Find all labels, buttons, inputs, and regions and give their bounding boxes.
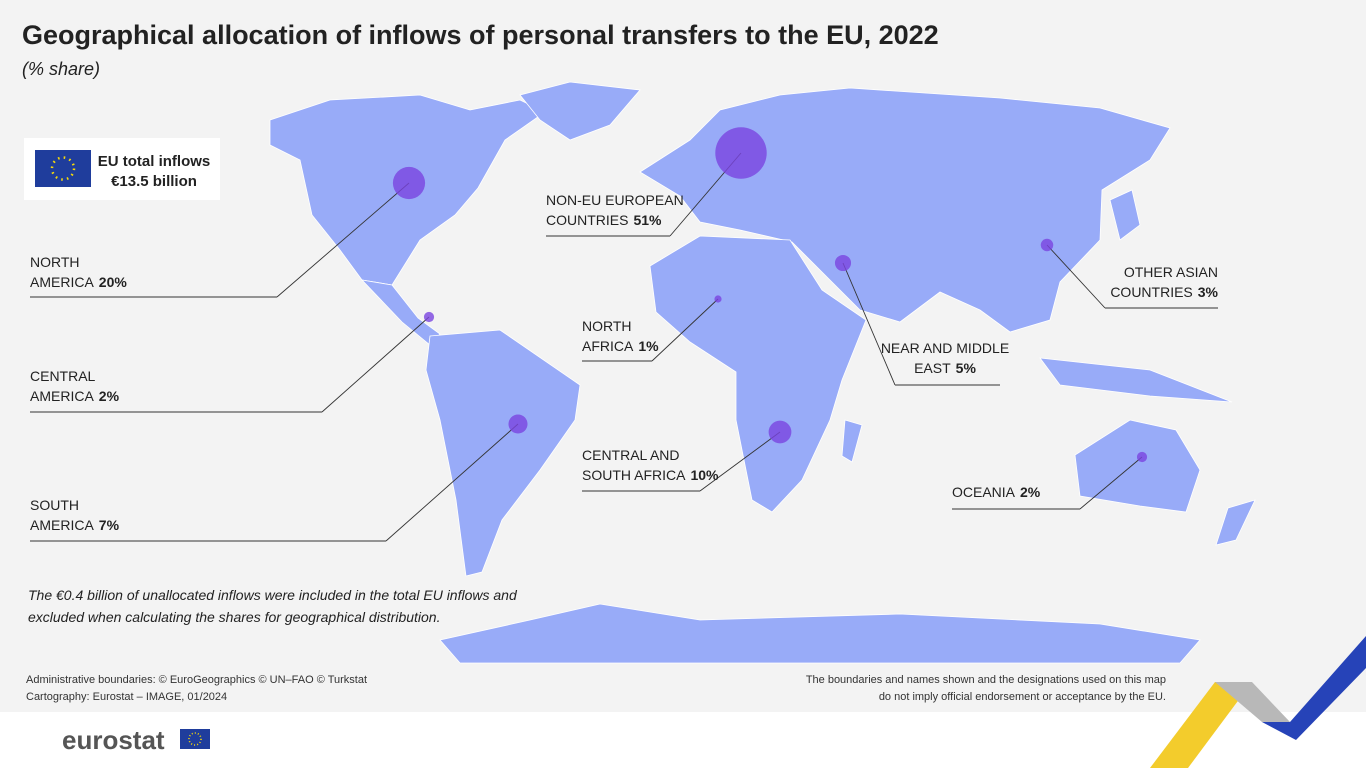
note: excluded when calculating the shares for… xyxy=(28,609,440,625)
bubble xyxy=(508,414,528,434)
region-name: NORTH xyxy=(582,318,632,334)
leader-line xyxy=(651,298,719,362)
region-name: COUNTRIES xyxy=(1110,284,1192,300)
note: The €0.4 billion of unallocated inflows … xyxy=(28,587,518,603)
region-share: 5% xyxy=(956,360,977,376)
region-label: NON-EU EUROPEAN COUNTRIES 51% xyxy=(546,192,684,228)
bubble xyxy=(834,254,852,272)
region-name: CENTRAL AND xyxy=(582,447,680,463)
region-share: 10% xyxy=(690,467,719,483)
logo: eurostat xyxy=(62,725,165,755)
region-name: OCEANIA xyxy=(952,484,1016,500)
bubble xyxy=(1136,451,1148,463)
region-label: CENTRAL AND SOUTH AFRICA 10% xyxy=(582,447,719,483)
total-label: EU total inflows xyxy=(98,153,211,170)
region-name: NEAR AND MIDDLE xyxy=(881,340,1009,356)
leader-line xyxy=(385,423,519,542)
leader-line xyxy=(1046,244,1106,309)
background xyxy=(0,0,1366,712)
region-name: CENTRAL xyxy=(30,368,96,384)
region-share: 3% xyxy=(1198,284,1219,300)
total-box: EU total inflows €13.5 billion xyxy=(24,138,220,200)
region-share: 51% xyxy=(633,212,662,228)
region-label: OCEANIA 2% xyxy=(952,484,1041,500)
world-map xyxy=(269,81,1256,664)
region-name: SOUTH AFRICA xyxy=(582,467,686,483)
region-label: NORTH AMERICA 20% xyxy=(30,254,127,290)
footer-band xyxy=(0,712,1366,768)
regions: NORTH AMERICA 20% NON-EU EUROPEAN COUNTRIES 5… xyxy=(30,127,1219,542)
eu-flag xyxy=(35,150,91,187)
bubble xyxy=(715,127,767,179)
region-label: OTHER ASIAN COUNTRIES 3% xyxy=(1110,264,1218,300)
logo-stars xyxy=(188,732,202,746)
region-name: AMERICA xyxy=(30,517,94,533)
region-share: 2% xyxy=(1020,484,1041,500)
region-label: NEAR AND MIDDLE EAST 5% xyxy=(881,340,1009,376)
region-share: 7% xyxy=(99,517,120,533)
deco xyxy=(1150,682,1252,768)
region-label: SOUTH AMERICA 7% xyxy=(30,497,120,533)
bubble xyxy=(423,311,435,323)
region-share: 2% xyxy=(99,388,120,404)
region-name: SOUTH xyxy=(30,497,79,513)
region-name: COUNTRIES xyxy=(546,212,628,228)
source: Cartography: Eurostat – IMAGE, 01/2024 xyxy=(26,691,227,703)
logo-flag xyxy=(180,729,210,749)
bubble xyxy=(1040,238,1054,252)
source: Administrative boundaries: © EuroGeograp… xyxy=(26,674,367,686)
region-name: NORTH xyxy=(30,254,80,270)
leader-line xyxy=(1079,456,1143,510)
region-name: EAST xyxy=(914,360,951,376)
bubble xyxy=(714,295,722,303)
region-name: AMERICA xyxy=(30,274,94,290)
region-label: CENTRAL AMERICA 2% xyxy=(30,368,120,404)
subtitle: (% share) xyxy=(22,59,100,79)
region-name: AFRICA xyxy=(582,338,634,354)
region-name: NON-EU EUROPEAN xyxy=(546,192,684,208)
leader-line xyxy=(842,262,896,386)
deco xyxy=(1215,682,1290,722)
leader-line xyxy=(321,316,430,413)
disclaimer: The boundaries and names shown and the d… xyxy=(806,674,1166,686)
region-share: 20% xyxy=(99,274,128,290)
leader-line xyxy=(276,182,410,298)
eu-stars xyxy=(50,156,76,181)
bubble xyxy=(392,166,426,200)
region-share: 1% xyxy=(638,338,659,354)
region-name: OTHER ASIAN xyxy=(1124,264,1218,280)
leader-line xyxy=(699,431,781,492)
bubble xyxy=(768,420,792,444)
disclaimer: do not imply official endorsement or acc… xyxy=(879,691,1166,703)
deco xyxy=(1262,636,1366,740)
title: Geographical allocation of inflows of pe… xyxy=(22,20,939,50)
region-name: AMERICA xyxy=(30,388,94,404)
total-value: €13.5 billion xyxy=(111,173,197,190)
region-label: NORTH AFRICA 1% xyxy=(582,318,659,354)
